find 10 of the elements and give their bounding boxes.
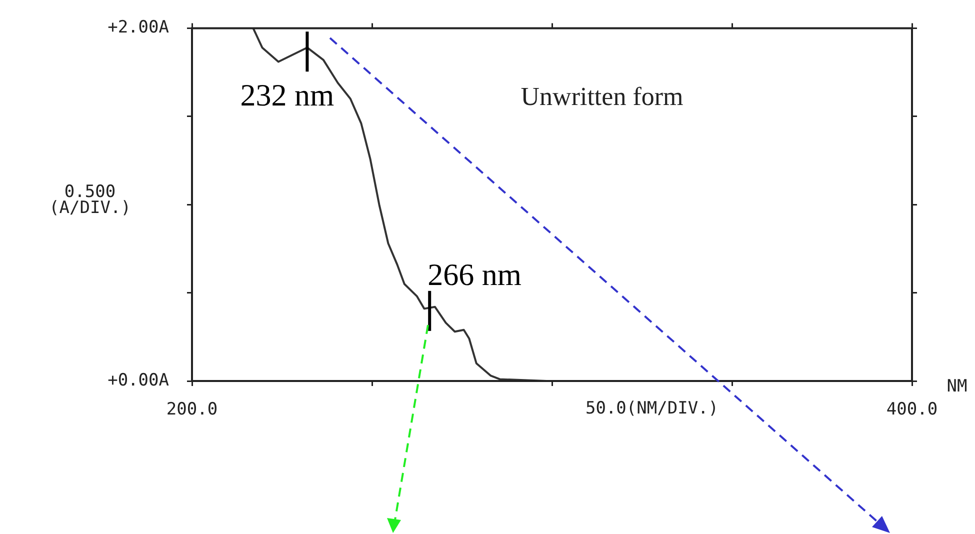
y-axis-title: 0.500 (A/DIV.) <box>49 182 131 218</box>
annotation: 232 nm <box>240 78 334 113</box>
y-tick-label: +2.00A <box>108 18 169 38</box>
text: NM <box>946 376 968 396</box>
x-tick-label: 200.0 <box>166 400 218 420</box>
x-axis-title: 50.0(NM/DIV.) <box>585 398 719 418</box>
annotation: 266 nm <box>428 257 522 292</box>
annotation: Unwritten form <box>520 82 684 112</box>
x-tick-label: 400.0 <box>886 400 938 420</box>
y-tick-label: +0.00A <box>108 370 169 390</box>
